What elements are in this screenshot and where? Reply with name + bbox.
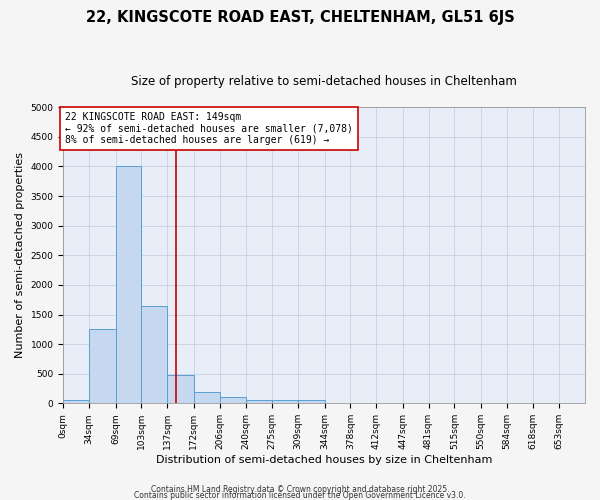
Text: 22 KINGSCOTE ROAD EAST: 149sqm
← 92% of semi-detached houses are smaller (7,078): 22 KINGSCOTE ROAD EAST: 149sqm ← 92% of …: [65, 112, 353, 145]
Text: Contains public sector information licensed under the Open Government Licence v3: Contains public sector information licen…: [134, 490, 466, 500]
Bar: [245, 400, 272, 404]
Bar: [167, 375, 194, 404]
Bar: [220, 397, 245, 404]
Bar: [298, 400, 325, 404]
Title: Size of property relative to semi-detached houses in Cheltenham: Size of property relative to semi-detach…: [131, 75, 517, 88]
Text: 22, KINGSCOTE ROAD EAST, CHELTENHAM, GL51 6JS: 22, KINGSCOTE ROAD EAST, CHELTENHAM, GL5…: [86, 10, 514, 25]
Bar: [272, 400, 298, 404]
Bar: [89, 330, 116, 404]
Bar: [142, 306, 167, 404]
Bar: [194, 392, 220, 404]
Text: Contains HM Land Registry data © Crown copyright and database right 2025.: Contains HM Land Registry data © Crown c…: [151, 484, 449, 494]
Bar: [116, 166, 142, 404]
Y-axis label: Number of semi-detached properties: Number of semi-detached properties: [15, 152, 25, 358]
Bar: [63, 400, 89, 404]
X-axis label: Distribution of semi-detached houses by size in Cheltenham: Distribution of semi-detached houses by …: [156, 455, 493, 465]
